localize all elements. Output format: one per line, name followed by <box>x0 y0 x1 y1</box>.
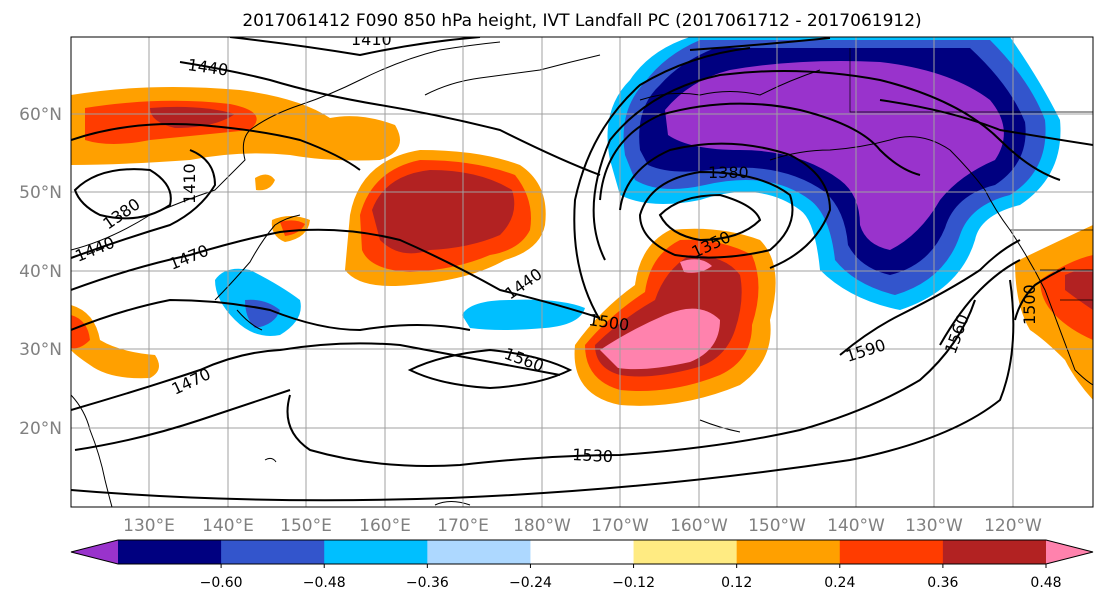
lon-label: 130°E <box>123 516 175 536</box>
colorbar-swatch <box>221 540 325 564</box>
height-contours <box>71 37 1093 502</box>
negative-anomaly-mid-pacific <box>462 299 585 330</box>
contour-label: 1380 <box>708 163 749 182</box>
lat-label: 20°N <box>19 419 62 439</box>
colorbar-swatch <box>118 540 222 564</box>
longitude-labels: 130°E 140°E 150°E 160°E 170°E 180°W 170°… <box>123 516 1042 536</box>
lon-label: 150°W <box>748 516 806 536</box>
lon-label: 170°W <box>591 516 649 536</box>
colorbar-swatch <box>71 540 118 564</box>
colorbar-swatch <box>427 540 531 564</box>
colorbar-outline <box>70 539 1094 565</box>
colorbar-swatch <box>1046 540 1093 564</box>
contour-label: 1410 <box>180 163 199 204</box>
positive-anomaly-subtropical-max-2 <box>680 259 712 273</box>
colorbar-swatches <box>71 540 1093 564</box>
lat-label: 50°N <box>19 183 62 203</box>
positive-anomaly-central-max <box>372 170 515 254</box>
positive-anomaly-small-1 <box>255 174 275 191</box>
lat-label: 30°N <box>19 340 62 360</box>
contour-label: 1410 <box>351 30 392 49</box>
colorbar-tick-label: −0.36 <box>406 575 449 591</box>
lon-label: 180°W <box>513 516 571 536</box>
latitude-labels: 60°N 50°N 40°N 30°N 20°N <box>19 105 62 439</box>
lon-label: 130°W <box>905 516 963 536</box>
colorbar-tick-label: −0.48 <box>303 575 346 591</box>
colorbar-tick-label: −0.60 <box>200 575 243 591</box>
lat-label: 60°N <box>19 105 62 125</box>
graticule <box>71 37 1093 507</box>
colorbar: −0.60 −0.48 −0.36 −0.24 −0.12 0.12 0.24 0.36 0.4… <box>70 539 1094 591</box>
positive-anomaly-subtropical-max <box>600 308 720 370</box>
negative-anomaly-max <box>665 61 1004 250</box>
colorbar-swatch <box>942 540 1047 564</box>
positive-anomaly-asia-max <box>150 106 235 128</box>
colorbar-tick-label: −0.12 <box>612 575 655 591</box>
lon-label: 140°W <box>827 516 885 536</box>
lon-label: 120°W <box>984 516 1042 536</box>
lon-label: 170°E <box>437 516 489 536</box>
colorbar-tick-label: 0.48 <box>1030 575 1061 591</box>
lon-label: 150°E <box>280 516 332 536</box>
lon-label: 140°E <box>202 516 254 536</box>
colorbar-swatch <box>324 540 428 564</box>
contour-label: 1500 <box>1020 284 1039 325</box>
figure-title: 2017061412 F090 850 hPa height, IVT Land… <box>242 11 921 31</box>
contour-label: 1530 <box>572 445 614 466</box>
colorbar-swatch <box>839 540 944 564</box>
lon-label: 160°W <box>670 516 728 536</box>
positive-anomaly-west-edge-core <box>71 315 90 349</box>
colorbar-swatch <box>633 540 738 564</box>
map-frame <box>70 36 1094 508</box>
lon-label: 160°E <box>359 516 411 536</box>
colorbar-swatch <box>530 540 635 564</box>
map-panel: 1410 1440 1380 1410 1440 1470 1470 1440 … <box>70 30 1094 508</box>
colorbar-tick-label: 0.12 <box>721 575 752 591</box>
positive-anomaly-west-edge <box>71 305 159 379</box>
colorbar-ticks: −0.60 −0.48 −0.36 −0.24 −0.12 0.12 0.24 0.36 0.4… <box>200 564 1062 591</box>
colorbar-tick-label: 0.36 <box>927 575 958 591</box>
lat-label: 40°N <box>19 262 62 282</box>
colorbar-tick-label: 0.24 <box>824 575 855 591</box>
colorbar-tick-label: −0.24 <box>509 575 552 591</box>
colorbar-swatch <box>736 540 841 564</box>
